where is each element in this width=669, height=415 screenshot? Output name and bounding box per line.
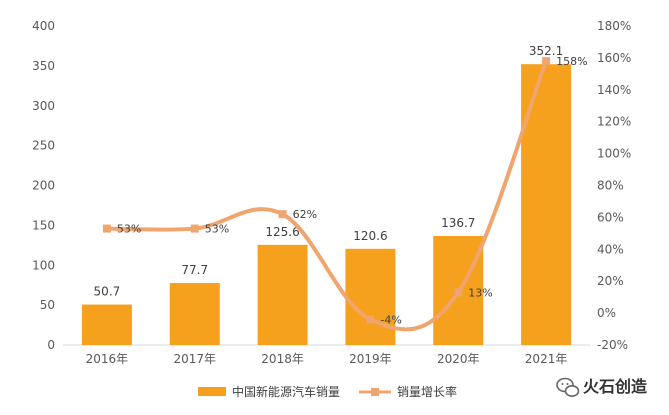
- legend: 中国新能源汽车销量 销量增长率: [198, 384, 457, 399]
- right-tick-label: 140%: [597, 83, 631, 97]
- bar: [521, 64, 572, 345]
- right-tick-label: -20%: [597, 338, 628, 352]
- growth-rate-label: 53%: [205, 223, 229, 236]
- growth-rate-marker: [278, 210, 287, 219]
- right-tick-label: 0%: [597, 306, 616, 320]
- growth-rate-markers: [102, 57, 551, 324]
- x-tick-label: 2021年: [525, 352, 568, 366]
- right-tick-label: 180%: [597, 19, 631, 33]
- wechat-icon: [556, 377, 580, 397]
- legend-line-marker: [371, 388, 379, 396]
- left-tick-label: 200: [32, 179, 55, 193]
- bar: [81, 304, 132, 345]
- bar: [257, 244, 308, 345]
- watermark-text: 火石创造: [583, 377, 648, 396]
- x-tick-label: 2020年: [437, 352, 480, 366]
- bar-value-label: 352.1: [529, 44, 563, 58]
- right-tick-label: 80%: [597, 179, 624, 193]
- watermark: 火石创造: [556, 377, 648, 397]
- growth-rate-marker: [542, 57, 551, 66]
- left-tick-label: 400: [32, 19, 55, 33]
- growth-rate-label: 62%: [293, 208, 317, 221]
- right-tick-label: 160%: [597, 51, 631, 65]
- left-axis: 0 50 100 150 200 250 300 350 400: [32, 19, 55, 352]
- growth-rate-marker: [454, 288, 463, 297]
- right-tick-label: 60%: [597, 210, 624, 224]
- left-tick-label: 100: [32, 258, 55, 272]
- x-tick-label: 2017年: [173, 352, 216, 366]
- bar-value-label: 120.6: [353, 229, 387, 243]
- bar: [169, 283, 220, 345]
- right-tick-label: 20%: [597, 274, 624, 288]
- left-tick-label: 0: [47, 338, 55, 352]
- x-tick-label: 2019年: [349, 352, 392, 366]
- bar-value-label: 125.6: [265, 225, 299, 239]
- growth-rate-marker: [366, 315, 375, 324]
- bar-value-label: 136.7: [441, 216, 475, 230]
- right-tick-label: 100%: [597, 147, 631, 161]
- right-axis: -20% 0% 20% 40% 60% 80% 100% 120% 140% 160% 180%: [597, 19, 631, 352]
- legend-line-label: 销量增长率: [397, 384, 457, 399]
- x-axis: 2016年 2017年 2018年 2019年 2020年 2021年: [86, 352, 568, 366]
- x-tick-label: 2018年: [261, 352, 304, 366]
- growth-rate-label: 158%: [556, 55, 587, 68]
- bar-labels: 50.7 77.7 125.6 120.6 136.7 352.1: [94, 44, 564, 298]
- right-tick-label: 120%: [597, 115, 631, 129]
- growth-rate-marker: [190, 224, 199, 233]
- growth-rate-label: 53%: [117, 223, 141, 236]
- left-tick-label: 250: [32, 139, 55, 153]
- bar-series: [81, 64, 572, 345]
- left-tick-label: 150: [32, 218, 55, 232]
- legend-bar-label: 中国新能源汽车销量: [232, 384, 340, 399]
- growth-rate-label: -4%: [380, 313, 401, 326]
- x-tick-label: 2016年: [86, 352, 129, 366]
- growth-rate-marker: [102, 224, 111, 233]
- growth-rate-label: 13%: [468, 286, 492, 299]
- bar-value-label: 50.7: [94, 285, 121, 299]
- bar-value-label: 77.7: [181, 263, 208, 277]
- bar: [345, 248, 396, 345]
- legend-bar-swatch: [198, 387, 226, 396]
- left-tick-label: 50: [40, 298, 55, 312]
- left-tick-label: 350: [32, 59, 55, 73]
- right-tick-label: 40%: [597, 242, 624, 256]
- left-tick-label: 300: [32, 99, 55, 113]
- growth-rate-labels: 53% 53% 62% -4% 13% 158%: [117, 55, 588, 326]
